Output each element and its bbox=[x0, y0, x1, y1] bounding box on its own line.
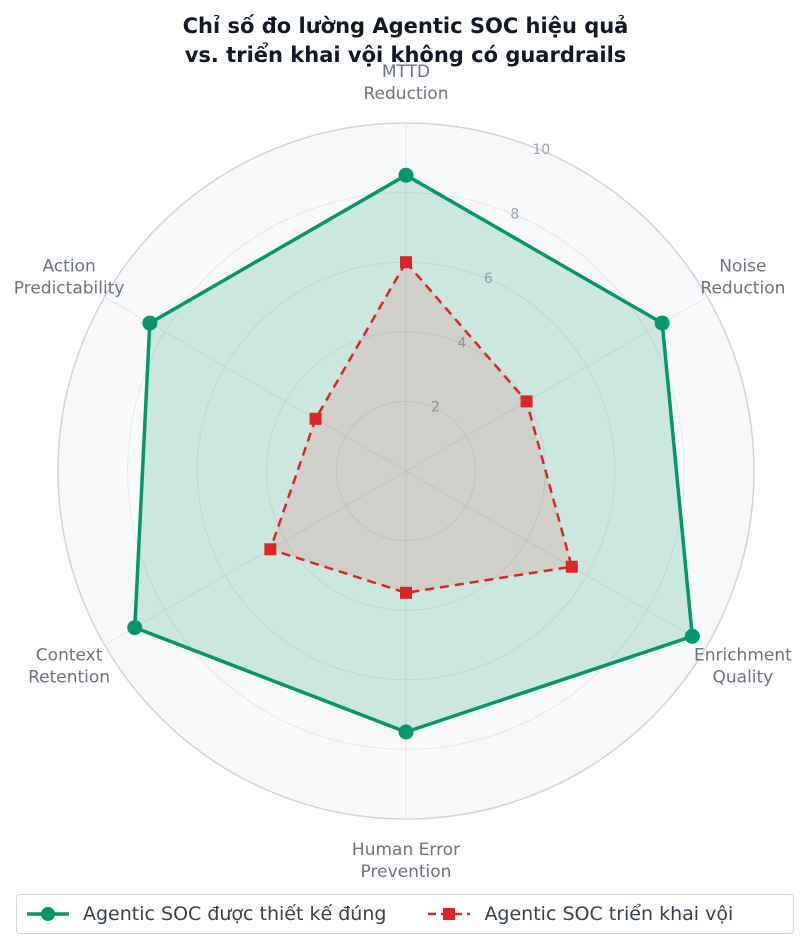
data-point-series-1 bbox=[142, 315, 158, 331]
radar-chart: 2 4 6 8 10 MTTD Reduction Noise Reduction Enrich… bbox=[14, 62, 792, 882]
chart-title: Chỉ số đo lường Agentic SOC hiệu quả vs.… bbox=[0, 12, 811, 70]
tick-label: 10 bbox=[532, 142, 550, 158]
axis-label: Noise Reduction bbox=[700, 257, 785, 299]
axis-label: MTTD Reduction bbox=[364, 62, 449, 104]
data-point-series-1 bbox=[684, 628, 700, 644]
legend-label-series-2: Agentic SOC triển khai vội bbox=[484, 903, 734, 925]
axis-label: Action Predictability bbox=[14, 257, 125, 299]
data-point-series-1 bbox=[654, 315, 670, 331]
data-point-series-1 bbox=[127, 620, 143, 636]
chart-title-line-1: Chỉ số đo lường Agentic SOC hiệu quả bbox=[182, 14, 629, 38]
legend-item-series-1: Agentic SOC được thiết kế đúng bbox=[25, 903, 386, 925]
data-point-series-2 bbox=[309, 412, 322, 425]
series-area-1 bbox=[134, 175, 693, 732]
data-point-series-2 bbox=[400, 586, 412, 599]
axis-spoke bbox=[104, 470, 407, 646]
tick-label: 8 bbox=[510, 207, 519, 223]
tick-label: 6 bbox=[484, 271, 493, 287]
legend-label-series-1: Agentic SOC được thiết kế đúng bbox=[83, 903, 387, 925]
legend: Agentic SOC được thiết kế đúng Agentic S… bbox=[16, 894, 794, 934]
legend-item-series-2: Agentic SOC triển khai vội bbox=[426, 903, 733, 925]
data-point-series-2 bbox=[400, 256, 412, 269]
axis-label: Context Retention bbox=[28, 646, 110, 688]
data-point-series-2 bbox=[565, 560, 578, 573]
axis-label: Enrichment Quality bbox=[694, 646, 792, 688]
chart-title-line-2: vs. triển khai vội không có guardrails bbox=[184, 43, 627, 67]
tick-label: 4 bbox=[457, 335, 466, 351]
legend-marker-square-icon bbox=[428, 908, 471, 920]
legend-marker-circle-icon bbox=[27, 907, 69, 921]
data-point-series-1 bbox=[398, 724, 414, 740]
data-point-series-1 bbox=[398, 167, 414, 183]
series-area-2 bbox=[270, 262, 572, 593]
tick-label: 2 bbox=[431, 400, 440, 416]
axis-label: Human Error Prevention bbox=[352, 840, 460, 882]
data-point-series-2 bbox=[520, 395, 533, 408]
axis-spoke bbox=[405, 470, 708, 646]
data-point-series-2 bbox=[264, 543, 277, 556]
